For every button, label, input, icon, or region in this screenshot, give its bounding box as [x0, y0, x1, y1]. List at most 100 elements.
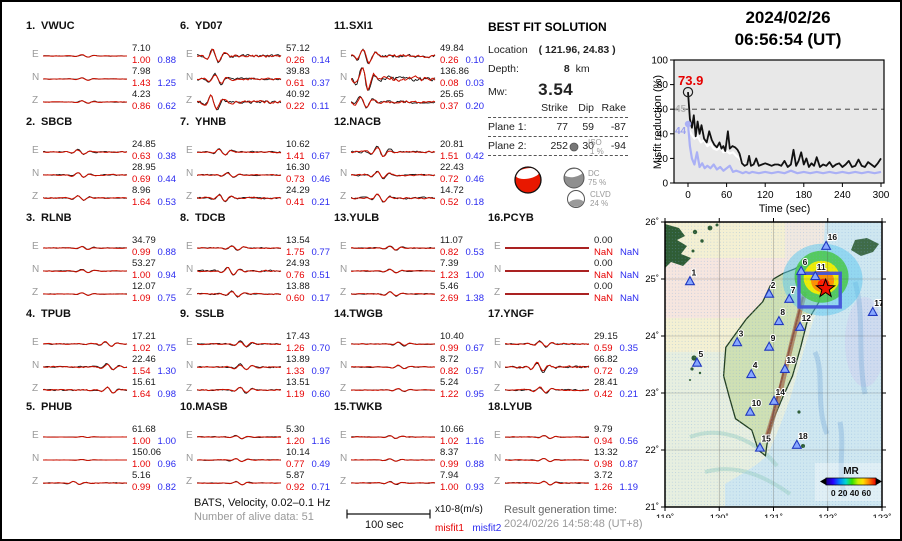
station-header: 17. YNGF — [488, 308, 640, 320]
map-lon-label: 121˚ — [764, 513, 783, 518]
event-date: 2024/02/26 — [745, 8, 831, 27]
misfit1-value: 1.64 — [132, 197, 151, 208]
synthetic-trace — [43, 245, 128, 250]
channel-values: 53.27 1.00 0.94 — [132, 258, 178, 282]
channel-row-z: Z 28.41 0.42 0.21 — [488, 377, 640, 403]
misfit2-value: 0.37 — [311, 78, 331, 89]
depth-label: Depth: — [488, 63, 519, 75]
location-label: Location — [488, 44, 528, 56]
depth-row: Depth: 8 km — [488, 63, 590, 75]
plane1-label: Plane 1: — [488, 121, 527, 133]
misfit1-value: 0.69 — [132, 174, 151, 185]
colorbar-right-arrow — [876, 478, 882, 485]
channel-values: 8.96 1.64 0.53 — [132, 185, 178, 209]
channel-label: E — [32, 145, 39, 156]
map-station-triangle-icon — [684, 275, 696, 286]
synthetic-trace — [197, 291, 282, 298]
amplitude-value: 13.89 — [286, 354, 310, 365]
synthetic-trace — [43, 341, 128, 347]
amplitude-value: 13.54 — [286, 235, 310, 246]
map-station-number: 13 — [786, 355, 796, 365]
misfit1-value: 1.02 — [440, 436, 459, 447]
map-station-number: 6 — [803, 257, 808, 267]
misfit1-value: 1.00 — [132, 270, 151, 281]
misfit-values: 1.26 0.70 — [286, 343, 332, 355]
colorbar-left-arrow — [820, 478, 826, 485]
station-name: RLNB — [41, 212, 72, 224]
channel-values: 5.30 1.20 1.16 — [286, 424, 332, 448]
synthetic-trace — [43, 363, 127, 371]
result-time-value: 2024/02/26 14:58:48 (UT+8) — [504, 518, 643, 530]
amplitude-value: 61.68 — [132, 424, 156, 435]
misfit2-value: 0.51 — [311, 270, 331, 281]
waveform-trace — [197, 290, 282, 298]
station-number: 12. — [334, 116, 350, 128]
misfit2-value: 1.16 — [465, 436, 485, 447]
channel-values: 10.62 1.41 0.67 — [286, 139, 332, 163]
channel-values: 9.79 0.94 0.56 — [594, 424, 640, 448]
synthetic-trace — [351, 49, 436, 65]
synthetic-trace — [351, 96, 436, 108]
station-header: 11. SXI1 — [334, 20, 486, 32]
plane2-strike: 252 — [550, 140, 568, 152]
misfit-values: 1.64 0.98 — [132, 389, 178, 401]
best-fit-solution-panel: BEST FIT SOLUTION Location ( 121.96, 24.… — [488, 14, 640, 214]
channel-row-n: N 7.39 1.23 1.00 — [334, 258, 486, 284]
channel-row-e: E 29.15 0.59 0.35 — [488, 331, 640, 357]
channel-label: E — [186, 430, 193, 441]
channel-values: 7.94 1.00 0.93 — [440, 470, 486, 494]
map-lat-label: 25˚ — [645, 274, 659, 285]
misfit1-value: 0.26 — [440, 55, 459, 66]
series-misfit-reduction — [687, 92, 882, 168]
amplitude-value: 22.46 — [132, 354, 156, 365]
synthetic-trace — [351, 67, 436, 92]
station-number: 13. — [334, 212, 350, 224]
misfit2-value: 0.53 — [465, 247, 485, 258]
waveform-trace — [505, 386, 590, 394]
misfit1-value: 0.77 — [286, 459, 305, 470]
synthetic-trace — [505, 457, 589, 463]
amplitude-value: 16.30 — [286, 162, 310, 173]
channel-values: 22.46 1.54 1.30 — [132, 354, 178, 378]
amplitude-value: 5.87 — [286, 470, 305, 481]
misfit-values: 1.00 0.93 — [440, 482, 486, 494]
dc-beachball-icon — [563, 167, 585, 189]
lavender-start-annotation: 44 — [675, 126, 687, 137]
station-header: 18. LYUB — [488, 401, 640, 413]
station-name: TWKB — [349, 401, 383, 413]
amplitude-value: 34.79 — [132, 235, 156, 246]
channel-values: 4.23 0.86 0.62 — [132, 89, 178, 113]
synthetic-trace — [43, 195, 128, 201]
synthetic-trace — [505, 361, 590, 372]
amplitude-value: 10.14 — [286, 447, 310, 458]
misfit2-value: 0.29 — [619, 366, 639, 377]
misfit2-value: NaN — [620, 270, 640, 281]
station-block-tdcb: 8. TDCB E 13.54 1.75 0.77 N 24.93 0.76 0.51 Z 13.88… — [180, 211, 332, 307]
misfit-legend: misfit1 misfit2 — [435, 518, 501, 536]
waveform-trace — [197, 480, 282, 486]
misfit2-value: 1.00 — [157, 436, 177, 447]
station-name: YD07 — [195, 20, 223, 32]
misfit-values: 2.69 1.38 — [440, 293, 486, 305]
dc-label: DC — [588, 169, 600, 178]
map-lat-label: 24˚ — [645, 331, 659, 342]
misfit2-value: 0.71 — [311, 482, 331, 493]
channel-values: 11.07 0.82 0.53 — [440, 235, 486, 259]
misfit1-value: 1.26 — [594, 482, 613, 493]
y-tick-label: 100 — [652, 56, 668, 67]
waveform-trace — [505, 247, 589, 249]
map-station-number: 16 — [828, 232, 838, 242]
channel-label: Z — [32, 95, 39, 106]
misfit1-value: 0.98 — [594, 459, 613, 470]
channel-row-z: Z 5.87 0.92 0.71 — [180, 470, 332, 496]
amplitude-value: 22.43 — [440, 162, 464, 173]
channel-values: 10.40 0.99 0.67 — [440, 331, 486, 355]
station-block-rlnb: 3. RLNB E 34.79 0.99 0.88 N 53.27 1.00 0.94 Z 12.07… — [26, 211, 178, 307]
misfit1-value: 0.82 — [440, 366, 459, 377]
dc-pct: 75 % — [588, 178, 606, 187]
event-time: 06:56:54 (UT) — [734, 30, 842, 49]
amplitude-value: 15.61 — [132, 377, 156, 388]
station-number: 17. — [488, 308, 504, 320]
waveform-trace — [351, 193, 436, 203]
channel-label: N — [32, 360, 40, 371]
